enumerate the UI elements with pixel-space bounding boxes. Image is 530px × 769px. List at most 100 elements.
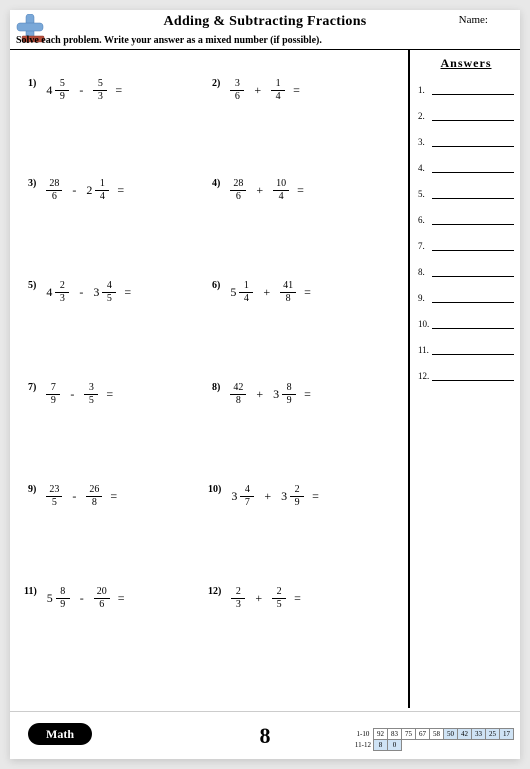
whole-number: 2 — [86, 183, 92, 198]
whole-number: 3 — [281, 489, 287, 504]
problem: 3)286-214= — [28, 178, 124, 202]
answer-row: 12. — [418, 371, 514, 381]
answer-number: 2. — [418, 111, 432, 121]
operator: + — [254, 83, 261, 98]
score-cell: 92 — [374, 729, 388, 740]
problem: 2) 36 +14 = — [212, 78, 300, 102]
operator: - — [70, 387, 74, 402]
fraction: 53 — [93, 78, 107, 102]
fraction: 25 — [272, 586, 286, 610]
fraction: 79 — [46, 382, 60, 406]
fraction: 268 — [86, 484, 102, 508]
page-number: 8 — [260, 723, 271, 749]
answer-row: 5. — [418, 189, 514, 199]
fraction: 29 — [290, 484, 304, 508]
operator: + — [256, 183, 263, 198]
problem-number: 6) — [212, 280, 220, 291]
equals-sign: = — [124, 285, 131, 300]
score-label: 1-10 — [352, 729, 374, 740]
problem-number: 8) — [212, 382, 220, 393]
fraction: 89 — [282, 382, 296, 406]
worksheet-page: Adding & Subtracting Fractions Name: Sol… — [10, 10, 520, 759]
fraction: 14 — [239, 280, 253, 304]
score-cell: 25 — [486, 729, 500, 740]
equals-sign: = — [312, 489, 319, 504]
fraction: 23 — [55, 280, 69, 304]
equals-sign: = — [304, 285, 311, 300]
fraction: 104 — [273, 178, 289, 202]
problem: 12)23+25= — [208, 586, 301, 610]
operator: - — [72, 489, 76, 504]
answer-number: 1. — [418, 85, 432, 95]
answer-blank[interactable] — [432, 319, 514, 329]
operator: - — [79, 83, 83, 98]
problem-number: 3) — [28, 178, 36, 189]
fraction: 45 — [102, 280, 116, 304]
score-cell: 75 — [402, 729, 416, 740]
answer-blank[interactable] — [432, 293, 514, 303]
fraction: 36 — [230, 78, 244, 102]
answer-number: 9. — [418, 293, 432, 303]
fraction: 14 — [271, 78, 285, 102]
answer-number: 8. — [418, 267, 432, 277]
answer-blank[interactable] — [432, 267, 514, 277]
answer-number: 4. — [418, 163, 432, 173]
answer-blank[interactable] — [432, 371, 514, 381]
problem-number: 2) — [212, 78, 220, 89]
problem: 11)589-206= — [24, 586, 125, 610]
problems-column: 1)459-53=2)36+14=3)286-214=4)286+104=5)4… — [10, 50, 408, 708]
problem-number: 9) — [28, 484, 36, 495]
problem-number: 11) — [24, 586, 37, 597]
equals-sign: = — [304, 387, 311, 402]
answer-row: 9. — [418, 293, 514, 303]
answer-number: 12. — [418, 371, 432, 381]
score-cell: 83 — [388, 729, 402, 740]
answer-row: 1. — [418, 85, 514, 95]
problem-number: 12) — [208, 586, 221, 597]
problem: 8) 428 +389 = — [212, 382, 311, 406]
answer-blank[interactable] — [432, 189, 514, 199]
operator: + — [263, 285, 270, 300]
name-label: Name: — [459, 14, 488, 26]
answers-column: Answers 1.2.3.4.5.6.7.8.9.10.11.12. — [408, 50, 520, 708]
answer-blank[interactable] — [432, 137, 514, 147]
answer-blank[interactable] — [432, 215, 514, 225]
problem: 10)347+329= — [208, 484, 319, 508]
operator: + — [256, 387, 263, 402]
answer-blank[interactable] — [432, 85, 514, 95]
answer-row: 11. — [418, 345, 514, 355]
score-cell: 17 — [500, 729, 514, 740]
fraction: 14 — [95, 178, 109, 202]
fraction: 59 — [55, 78, 69, 102]
fraction: 428 — [230, 382, 246, 406]
whole-number: 3 — [273, 387, 279, 402]
header: Adding & Subtracting Fractions Name: Sol… — [10, 10, 520, 50]
answer-row: 3. — [418, 137, 514, 147]
answer-row: 8. — [418, 267, 514, 277]
equals-sign: = — [117, 183, 124, 198]
equals-sign: = — [294, 591, 301, 606]
answer-blank[interactable] — [432, 345, 514, 355]
answers-title: Answers — [418, 56, 514, 71]
answer-row: 6. — [418, 215, 514, 225]
score-cell: 67 — [416, 729, 430, 740]
equals-sign: = — [110, 489, 117, 504]
answer-number: 3. — [418, 137, 432, 147]
answer-row: 10. — [418, 319, 514, 329]
whole-number: 5 — [230, 285, 236, 300]
whole-number: 4 — [46, 285, 52, 300]
score-grid: 1-109283756758504233251711-1280 — [352, 728, 514, 751]
problem: 4)286+104= — [212, 178, 304, 202]
problem: 6)514+418= — [212, 280, 311, 304]
equals-sign: = — [293, 83, 300, 98]
answer-row: 2. — [418, 111, 514, 121]
answer-blank[interactable] — [432, 163, 514, 173]
problem: 5)423-345= — [28, 280, 131, 304]
score-cell: 33 — [472, 729, 486, 740]
fraction: 23 — [231, 586, 245, 610]
answer-number: 10. — [418, 319, 432, 329]
page-title: Adding & Subtracting Fractions — [10, 10, 520, 30]
fraction: 235 — [46, 484, 62, 508]
answer-blank[interactable] — [432, 111, 514, 121]
answer-blank[interactable] — [432, 241, 514, 251]
